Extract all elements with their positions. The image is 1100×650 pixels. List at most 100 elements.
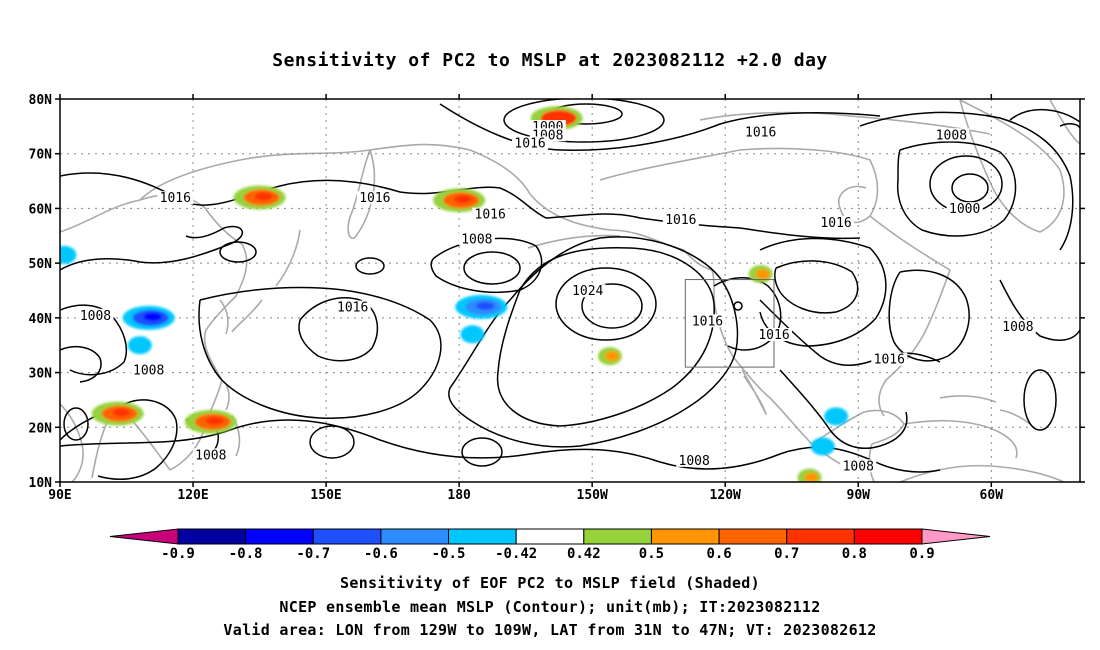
contour-label-bg	[871, 352, 908, 366]
colorbar-label: 0.6	[706, 546, 731, 562]
contour-label-bg	[130, 363, 167, 377]
sensitivity-patch	[122, 305, 175, 330]
map-frame	[59, 98, 1081, 483]
contour-label-bg	[77, 308, 114, 322]
contour-label: 1008	[843, 459, 874, 474]
sensitivity-patch	[233, 185, 286, 210]
lon-tick-label: 150W	[577, 488, 608, 503]
sensitivity-patch	[597, 347, 622, 366]
lat-tick-label: 20N	[29, 421, 53, 436]
lon-tick-label: 180	[447, 488, 471, 503]
colorbar-swatch	[583, 528, 652, 545]
contour-label-bg	[569, 284, 606, 298]
sensitivity-patch	[797, 468, 822, 482]
contour-label: 1008	[80, 309, 111, 324]
contour-label-bg	[662, 213, 699, 227]
contour-label: 1016	[820, 216, 851, 231]
contour-label: 1008	[195, 448, 226, 463]
contour-label-bg	[512, 136, 549, 150]
lon-tick-label: 150E	[310, 488, 341, 503]
colorbar-swatch	[718, 528, 788, 545]
contour-label-bg	[742, 125, 779, 139]
contour-label: 1016	[692, 314, 723, 329]
footer-line-1: Sensitivity of EOF PC2 to MSLP field (Sh…	[340, 574, 760, 592]
contour-label-bg	[946, 202, 983, 216]
plot-title: Sensitivity of PC2 to MSLP at 2023082112…	[272, 50, 828, 71]
contour-label-bg	[192, 448, 229, 462]
contour-label: 1016	[758, 328, 789, 343]
footer-line-2: NCEP ensemble mean MSLP (Contour); unit(…	[279, 598, 821, 616]
contour-label-bg	[458, 232, 495, 246]
colorbar-min-triangle	[109, 528, 179, 545]
colorbar-label: -0.6	[364, 546, 398, 562]
sensitivity-patch	[748, 265, 773, 284]
contour-label: 1008	[461, 232, 492, 247]
colorbar-swatch	[853, 528, 923, 545]
sensitivity-patch	[91, 401, 144, 426]
colorbar-swatch	[380, 528, 450, 545]
colorbar-swatch	[786, 528, 855, 545]
contour-label: 1016	[475, 208, 506, 223]
lon-tick-label: 90E	[48, 488, 71, 503]
colorbar-label: 0.5	[639, 546, 664, 562]
contour-label: 1016	[160, 191, 191, 206]
contour-label: 1016	[665, 213, 696, 228]
lat-tick-label: 30N	[29, 367, 53, 382]
contour-label-bg	[999, 319, 1036, 333]
lat-tick-label: 40N	[29, 312, 53, 327]
colorbar-max-triangle	[921, 528, 991, 545]
lon-tick-label: 120W	[710, 488, 741, 503]
sensitivity-patch	[824, 407, 849, 426]
sensitivity-patch	[455, 294, 508, 319]
contour-label: 1016	[514, 137, 545, 152]
contour-label: 1016	[874, 353, 905, 368]
colorbar-label: -0.8	[229, 546, 263, 562]
footer-line-3: Valid area: LON from 129W to 109W, LAT f…	[223, 621, 877, 639]
mslp-contours	[60, 99, 1080, 481]
contour-label: 1008	[1002, 320, 1033, 335]
contour-label: 1000	[949, 202, 980, 217]
colorbar-label: -0.42	[495, 546, 537, 562]
colorbar-label: 0.42	[567, 546, 601, 562]
lat-tick-label: 70N	[29, 148, 53, 163]
contour-label-bg	[334, 300, 371, 314]
colorbar-label: 0.7	[774, 546, 799, 562]
sensitivity-patch	[433, 188, 486, 213]
sensitivity-patch	[460, 325, 485, 344]
contour-label-bg	[356, 191, 393, 205]
contour-label: 1008	[936, 128, 967, 143]
lat-tick-label: 10N	[29, 476, 53, 491]
valid-area-box	[684, 279, 775, 368]
lon-tick-label: 120E	[177, 488, 208, 503]
lon-tick-label: 90W	[847, 488, 871, 503]
contour-label-bg	[756, 328, 792, 342]
contour-label-bg	[840, 459, 877, 473]
sensitivity-patch	[127, 336, 152, 355]
contour-label-bg	[933, 128, 970, 142]
contour-label: 1008	[133, 364, 164, 379]
colorbar-swatch	[448, 528, 517, 545]
contour-label-bg	[157, 191, 194, 205]
colorbar-label: -0.9	[161, 546, 195, 562]
sensitivity-shading	[60, 106, 849, 482]
contour-label-bg	[818, 215, 855, 229]
colorbar-swatch	[177, 528, 247, 545]
lat-tick-label: 80N	[29, 93, 53, 108]
lat-tick-label: 50N	[29, 257, 53, 272]
colorbar-label: -0.5	[432, 546, 466, 562]
colorbar-swatch	[312, 528, 382, 545]
contour-label: 1024	[572, 284, 603, 299]
sensitivity-patch	[60, 245, 77, 264]
contour-label-bg	[676, 453, 713, 467]
contour-label: 1016	[337, 301, 368, 316]
sensitivity-patch	[810, 437, 835, 456]
contour-labels: 1000 1008 1016 1016 1016 1016 1008 1024 1016 1016…	[77, 120, 1036, 474]
sensitivity-patch	[184, 409, 237, 434]
colorbar-label: 0.8	[842, 546, 867, 562]
contour-label: 1008	[679, 454, 710, 469]
lat-tick-label: 60N	[29, 202, 53, 217]
lon-tick-label: 60W	[980, 488, 1004, 503]
colorbar: -0.9 -0.8 -0.7 -0.6 -0.5 -0.42 0.42 0.5 0.6 0.7 0.…	[109, 528, 991, 562]
